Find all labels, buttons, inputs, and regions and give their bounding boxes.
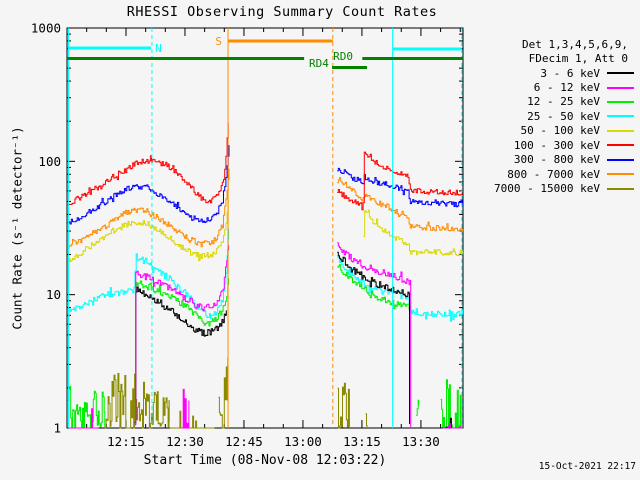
legend-item: 100 - 300 keV xyxy=(494,138,636,152)
y-tick-label: 100 xyxy=(38,154,61,169)
series-line-300-800keV xyxy=(67,145,230,225)
legend-entry-label: 800 - 7000 keV xyxy=(507,167,600,181)
legend-entry-label: 100 - 300 keV xyxy=(513,138,600,152)
plot-border xyxy=(66,27,464,429)
x-axis-label: Start Time (08-Nov-08 12:03:22) xyxy=(143,453,387,468)
legend-item: 800 - 7000 keV xyxy=(494,167,636,181)
series-line-50-100keV xyxy=(67,200,230,263)
x-tick-label: 13:00 xyxy=(284,434,322,449)
series-line-7000-15000keV xyxy=(105,373,170,429)
legend-item: 300 - 800 keV xyxy=(494,153,636,167)
legend-color-swatch xyxy=(607,115,634,118)
flag-label-N: N xyxy=(155,42,162,55)
x-tick-label: 12:30 xyxy=(166,434,204,449)
legend-entry-label: 12 - 25 keV xyxy=(527,95,600,109)
legend-entry-label: 7000 - 15000 keV xyxy=(494,182,600,196)
x-tick-label: 12:45 xyxy=(225,434,263,449)
series-line-100-300keV xyxy=(67,123,229,206)
series-line-3-6keV xyxy=(337,251,410,424)
y-tick-label: 1 xyxy=(53,421,61,436)
y-tick-label: 1000 xyxy=(31,21,61,36)
legend-item: 3 - 6 keV xyxy=(494,66,636,80)
legend-item: 50 - 100 keV xyxy=(494,124,636,138)
flag-label-RD4: RD4 xyxy=(309,57,329,70)
x-tick-label: 12:15 xyxy=(107,434,145,449)
flag-label-RD0: RD0 xyxy=(333,50,353,63)
y-tick-label: 10 xyxy=(46,287,61,302)
series-line-6-12keV xyxy=(337,242,412,428)
x-tick-label: 13:15 xyxy=(343,434,381,449)
series-line-7000-15000keV xyxy=(365,413,368,428)
legend-color-swatch xyxy=(607,144,634,147)
series-line-800-7000keV xyxy=(337,177,464,232)
series-line-3-6keV xyxy=(134,286,227,423)
series-line-6-12keV xyxy=(69,408,99,429)
legend-entry-label: 25 - 50 keV xyxy=(527,109,600,123)
series-line-300-800keV xyxy=(337,167,464,208)
series-line-7000-15000keV xyxy=(218,357,229,429)
series-line-25-50keV xyxy=(337,255,464,322)
legend-item: 12 - 25 keV xyxy=(494,95,636,109)
series-line-100-300keV xyxy=(337,151,464,211)
legend-entry-label: 6 - 12 keV xyxy=(533,81,600,95)
series-line-25-50keV xyxy=(67,228,230,320)
legend-color-swatch xyxy=(607,86,634,89)
legend-color-swatch xyxy=(607,129,634,132)
series-line-12-25keV xyxy=(134,278,230,425)
legend-entry-label: 3 - 6 keV xyxy=(540,66,600,80)
chart-title: RHESSI Observing Summary Count Rates xyxy=(126,4,438,20)
legend-item: 6 - 12 keV xyxy=(494,80,636,94)
flag-label-S: S xyxy=(215,35,222,48)
series-line-12-25keV xyxy=(67,386,106,429)
series-line-6-12keV xyxy=(134,245,230,426)
legend: Det 1,3,4,5,6,9, FDecim 1, Att 0 3 - 6 k… xyxy=(494,37,636,196)
series-line-6-12keV xyxy=(442,423,463,429)
legend-color-swatch xyxy=(607,72,634,75)
series-line-12-25keV xyxy=(416,399,420,416)
series-line-50-100keV xyxy=(363,209,464,256)
series-line-7000-15000keV xyxy=(337,382,350,429)
legend-color-swatch xyxy=(607,158,634,161)
legend-entry-label: 50 - 100 keV xyxy=(520,124,600,138)
legend-header-decimation: FDecim 1, Att 0 xyxy=(528,52,628,66)
legend-item: 7000 - 15000 keV xyxy=(494,181,636,195)
series-line-800-7000keV xyxy=(67,168,230,249)
legend-entry-label: 300 - 800 keV xyxy=(513,153,600,167)
x-tick-label: 13:30 xyxy=(402,434,440,449)
plot-timestamp: 15-Oct-2021 22:17 xyxy=(538,461,636,472)
legend-color-swatch xyxy=(607,173,634,176)
legend-color-swatch xyxy=(607,187,634,190)
series-line-6-12keV xyxy=(182,388,190,429)
series-line-7000-15000keV xyxy=(170,410,215,429)
series-line-12-25keV xyxy=(337,264,410,424)
legend-header-detectors: Det 1,3,4,5,6,9, xyxy=(522,37,628,51)
legend-item: 25 - 50 keV xyxy=(494,109,636,123)
legend-color-swatch xyxy=(607,100,634,103)
